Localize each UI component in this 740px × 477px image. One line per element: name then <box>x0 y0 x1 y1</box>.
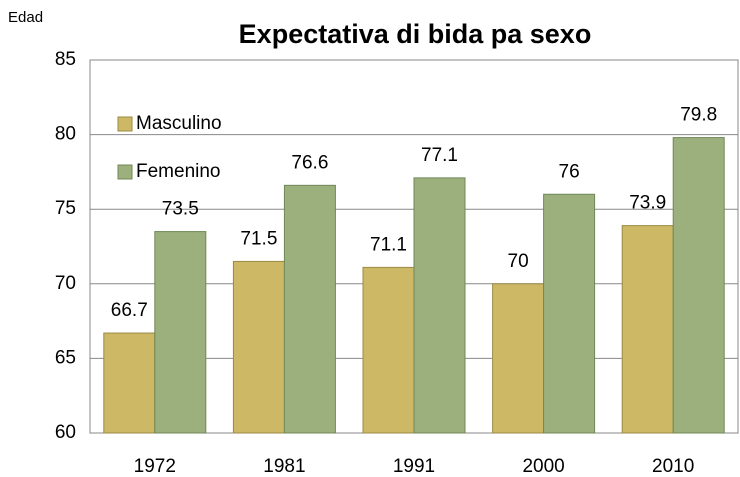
y-tick-label: 75 <box>55 198 76 219</box>
value-label: 76 <box>559 161 580 182</box>
legend-swatch <box>117 164 133 180</box>
x-tick-label: 1981 <box>263 456 305 477</box>
x-tick-label: 1972 <box>134 456 176 477</box>
value-label: 73.5 <box>162 199 199 220</box>
value-label: 70 <box>508 251 529 272</box>
legend-swatch <box>117 116 133 132</box>
y-axis-label: Edad <box>8 9 43 26</box>
bar <box>154 231 207 434</box>
bar <box>232 260 285 434</box>
x-tick-label: 2010 <box>652 456 694 477</box>
legend-label: Masculino <box>136 113 222 134</box>
bar <box>103 332 156 434</box>
x-tick-label: 2000 <box>522 456 564 477</box>
y-tick-label: 70 <box>55 273 76 294</box>
y-tick-label: 65 <box>55 347 76 368</box>
bar <box>413 177 466 434</box>
bar <box>672 137 725 434</box>
value-label: 71.1 <box>370 234 407 255</box>
value-label: 79.8 <box>680 105 717 126</box>
bar <box>492 283 545 434</box>
value-label: 71.5 <box>240 228 277 249</box>
value-label: 76.6 <box>291 152 328 173</box>
bar <box>362 266 415 434</box>
y-tick-label: 80 <box>55 124 76 145</box>
x-tick-label: 1991 <box>393 456 435 477</box>
bar <box>621 225 674 434</box>
bar <box>283 184 336 434</box>
value-label: 66.7 <box>111 300 148 321</box>
legend-label: Femenino <box>136 161 221 182</box>
y-tick-label: 60 <box>55 422 76 443</box>
bar <box>543 193 596 434</box>
y-tick-label: 85 <box>55 49 76 70</box>
value-label: 73.9 <box>629 193 666 214</box>
value-label: 77.1 <box>421 145 458 166</box>
chart-title: Expectativa di bida pa sexo <box>239 19 592 49</box>
